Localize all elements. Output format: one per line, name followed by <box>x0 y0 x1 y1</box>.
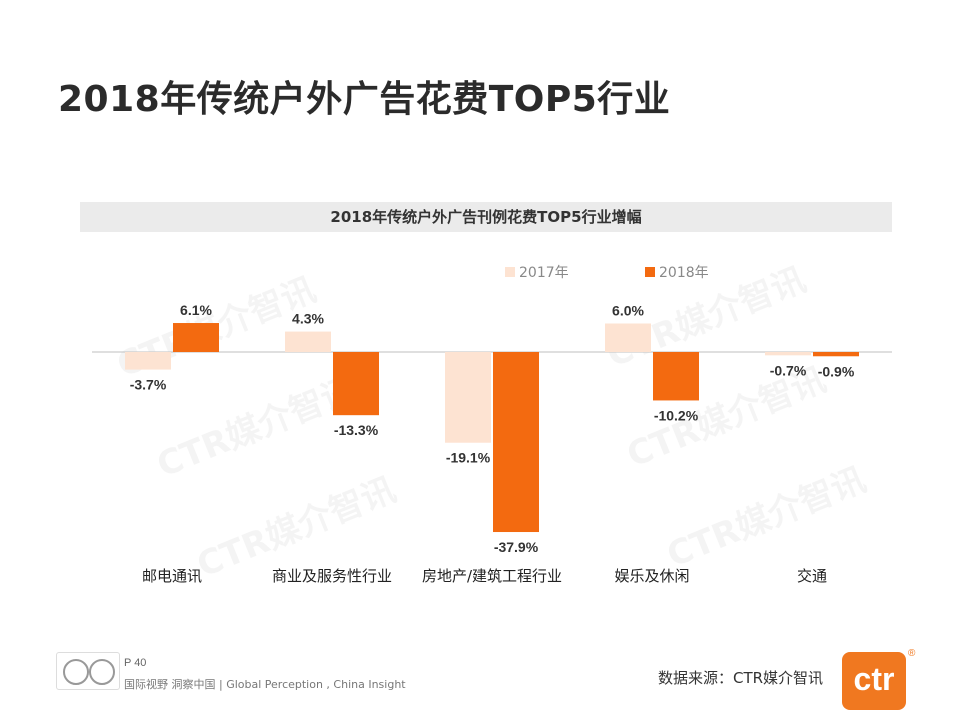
category-label-1: 商业及服务性行业 <box>272 567 392 585</box>
data-label-2017-3: 6.0% <box>612 303 644 319</box>
page-number: P 40 <box>124 657 147 669</box>
bar-2018-0 <box>173 323 219 352</box>
footer-slogan: 国际视野 洞察中国 | Global Perception , China In… <box>124 678 406 691</box>
legend-swatch-2017 <box>505 267 515 277</box>
chart-title-banner: 2018年传统户外广告刊例花费TOP5行业增幅 <box>80 202 892 232</box>
page-title: 2018年传统户外广告花费TOP5行业 <box>58 79 671 120</box>
ctr-logo: ctr <box>842 652 906 710</box>
bar-2017-0 <box>125 352 171 370</box>
data-label-2018-3: -10.2% <box>654 407 699 423</box>
legend-label-2017: 2017年 <box>519 265 569 281</box>
chart-title: 2018年传统户外广告刊例花费TOP5行业增幅 <box>330 208 642 226</box>
bar-2018-1 <box>333 352 379 416</box>
bar-2018-3 <box>653 352 699 401</box>
category-label-3: 娱乐及休闲 <box>614 567 689 585</box>
bar-2018-4 <box>813 352 859 357</box>
chart-legend: 2017年 2018年 <box>0 262 960 282</box>
certification-badge-icon <box>63 659 89 685</box>
registered-mark: ® <box>908 648 916 659</box>
category-label-2: 房地产/建筑工程行业 <box>422 567 562 585</box>
legend-item-2017: 2017年 <box>505 262 569 282</box>
data-label-2018-2: -37.9% <box>494 539 539 555</box>
bar-2017-1 <box>285 331 331 352</box>
bar-2018-2 <box>493 352 539 533</box>
data-label-2018-1: -13.3% <box>334 422 379 438</box>
legend-swatch-2018 <box>645 267 655 277</box>
quality-seal-icon <box>89 659 115 685</box>
category-label-0: 邮电通讯 <box>142 567 202 585</box>
data-source: 数据来源：CTR媒介智讯 <box>658 669 824 687</box>
certification-logos <box>56 652 120 690</box>
data-label-2017-2: -19.1% <box>446 450 491 466</box>
bar-2017-2 <box>445 352 491 443</box>
data-label-2018-0: 6.1% <box>180 302 212 318</box>
data-label-2017-1: 4.3% <box>292 311 324 327</box>
legend-label-2018: 2018年 <box>659 265 709 281</box>
legend-item-2018: 2018年 <box>645 262 709 282</box>
data-label-2017-4: -0.7% <box>770 362 807 378</box>
data-label-2018-4: -0.9% <box>818 363 855 379</box>
bar-2017-3 <box>605 323 651 352</box>
bar-2017-4 <box>765 352 811 356</box>
data-label-2017-0: -3.7% <box>130 377 167 393</box>
category-label-4: 交通 <box>797 567 827 585</box>
